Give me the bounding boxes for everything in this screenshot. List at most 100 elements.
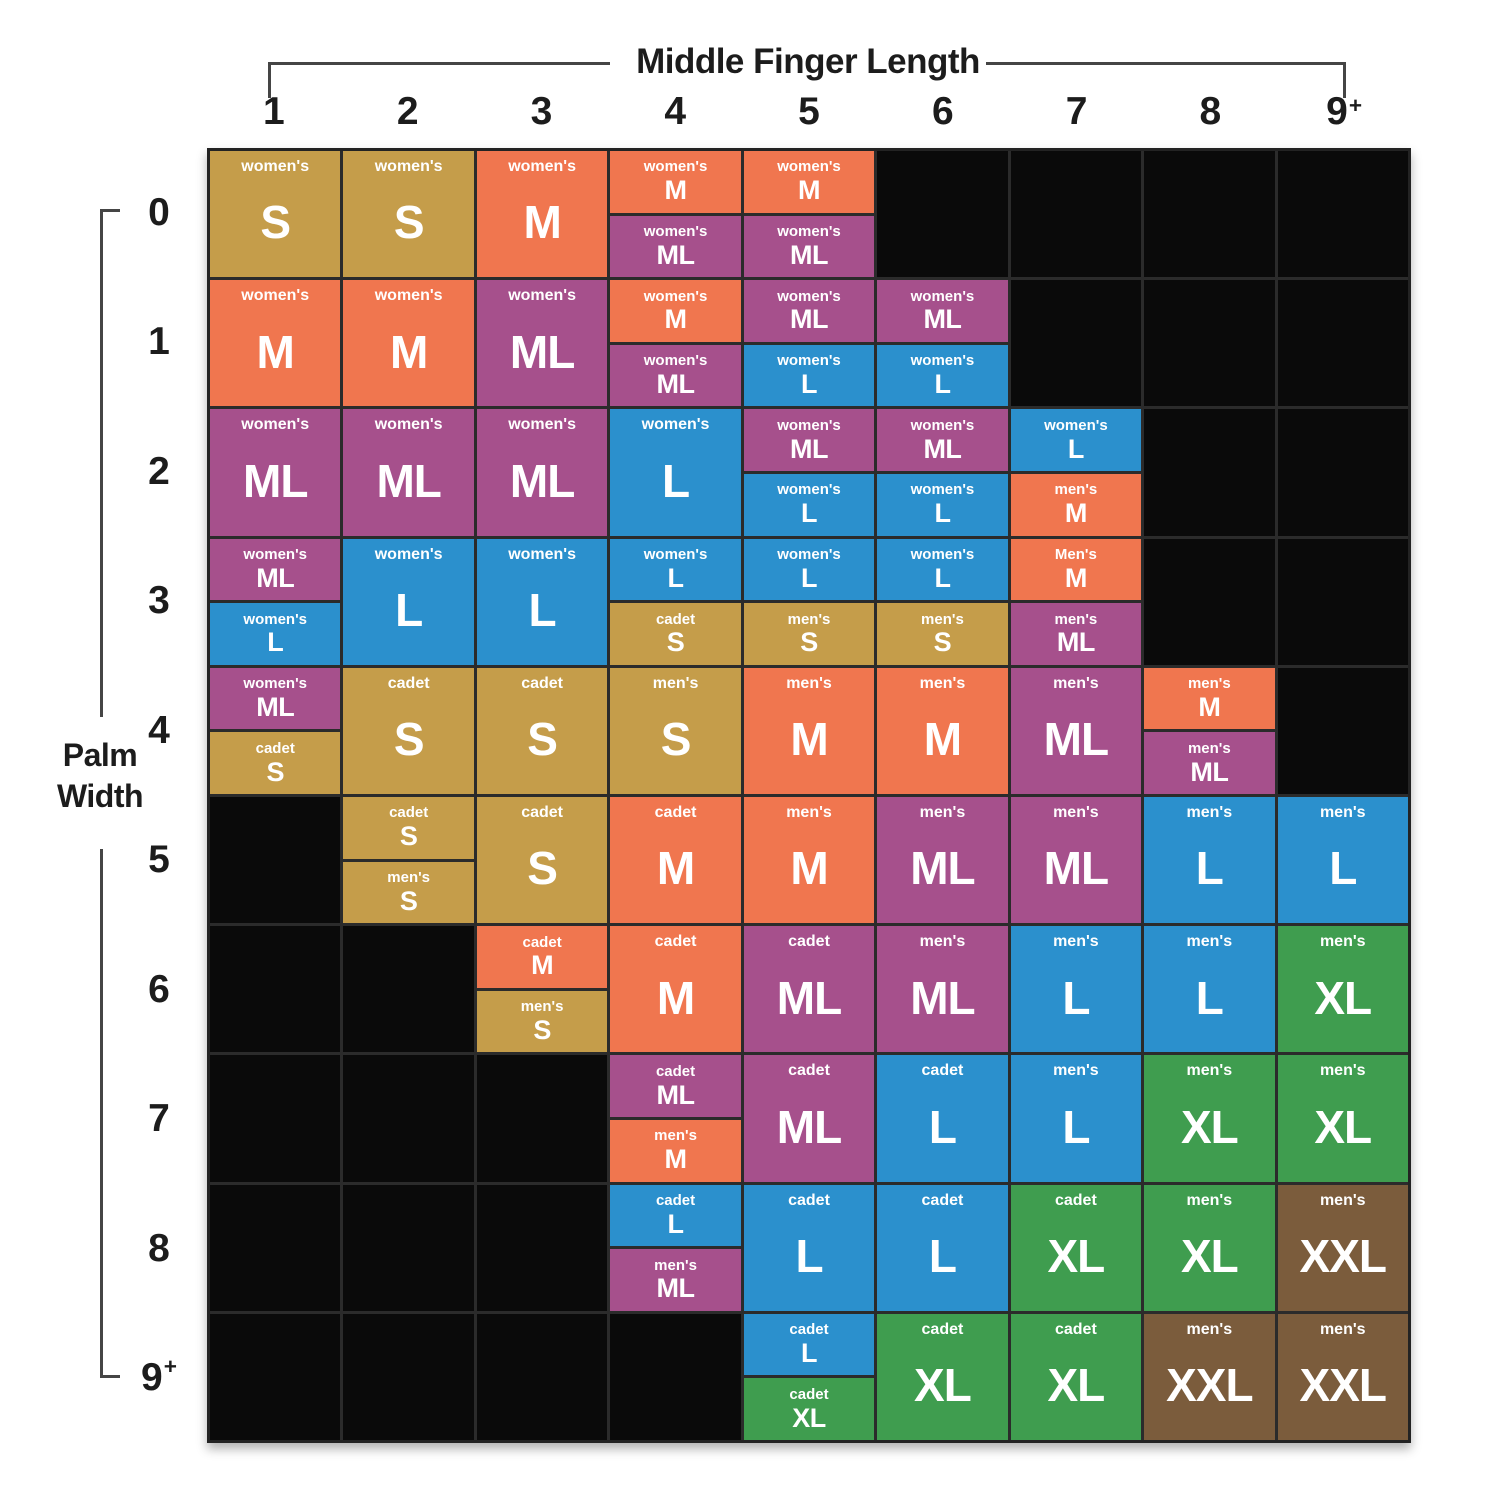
size-segment: cadet M bbox=[610, 926, 741, 1053]
segment-group-label: men's bbox=[1054, 481, 1098, 499]
segment-group-label: men's bbox=[1053, 933, 1099, 951]
cell-pw3-mf3: women's L bbox=[476, 538, 608, 665]
size-segment: cadet XL bbox=[877, 1313, 1008, 1440]
cell-pw7-mf4: cadet ML men's M bbox=[610, 1055, 741, 1182]
segment-size-label: M bbox=[531, 950, 554, 981]
cell-pw4-mf3: cadet S bbox=[476, 667, 608, 794]
cell-pw8-mf9plus: men's XXL bbox=[1277, 1184, 1408, 1311]
size-segment: women's L bbox=[743, 344, 875, 407]
size-segment: men's XL bbox=[1277, 926, 1408, 1053]
segment-size-label: ML bbox=[656, 239, 695, 270]
segment-group-label: men's bbox=[786, 803, 832, 821]
cell-pw2-mf1: women's ML bbox=[210, 409, 341, 536]
segment-size-label: L bbox=[800, 562, 818, 593]
segment-size-label: M bbox=[389, 325, 428, 378]
size-segment: men's ML bbox=[1144, 732, 1275, 794]
segment-size-label: XL bbox=[914, 1359, 972, 1412]
x-tick-5: 5 bbox=[798, 90, 820, 133]
cell-pw7-mf5: cadet ML bbox=[743, 1055, 875, 1182]
cell-pw5-mf5: men's M bbox=[743, 796, 875, 924]
y-tick-4: 4 bbox=[148, 708, 170, 752]
size-segment: women's ML bbox=[743, 215, 875, 278]
segment-size-label: ML bbox=[1043, 713, 1109, 766]
cell-pw0-mf3: women's M bbox=[476, 151, 608, 278]
x-tick-9plus: 9+ bbox=[1326, 90, 1363, 133]
segment-group-label: men's bbox=[652, 674, 699, 692]
segment-group-label: men's bbox=[520, 998, 564, 1016]
segment-group-label: women's bbox=[643, 223, 708, 241]
cell-pw8-mf6: cadet L bbox=[877, 1184, 1008, 1311]
y-tick-2: 2 bbox=[148, 449, 170, 493]
segment-size-label: L bbox=[800, 368, 818, 399]
segment-group-label: women's bbox=[910, 287, 975, 305]
size-segment: cadet M bbox=[610, 796, 741, 924]
segment-group-label: cadet bbox=[788, 1062, 830, 1080]
cell-pw4-mf6: men's M bbox=[877, 667, 1008, 794]
y-tick-5: 5 bbox=[148, 838, 170, 882]
cell-pw5-mf9plus: men's L bbox=[1277, 796, 1408, 924]
segment-group-label: women's bbox=[508, 545, 577, 563]
segment-group-label: men's bbox=[1186, 1062, 1233, 1080]
segment-group-label: men's bbox=[1187, 739, 1231, 757]
segment-size-label: L bbox=[1329, 842, 1357, 895]
segment-group-label: men's bbox=[786, 674, 832, 692]
segment-group-label: men's bbox=[1187, 675, 1231, 693]
segment-group-label: men's bbox=[1186, 933, 1233, 951]
segment-group-label: women's bbox=[643, 158, 708, 176]
size-segment: women's ML bbox=[610, 344, 741, 407]
segment-size-label: XXL bbox=[1299, 1229, 1387, 1282]
size-segment: men's L bbox=[1010, 1055, 1142, 1182]
x-tick-1: 1 bbox=[263, 90, 285, 133]
segment-size-label: S bbox=[533, 1014, 551, 1045]
x-tick-3: 3 bbox=[530, 90, 553, 133]
cell-pw2-mf8 bbox=[1144, 409, 1275, 536]
segment-group-label: women's bbox=[374, 287, 443, 305]
segment-size-label: ML bbox=[656, 1079, 695, 1110]
cell-pw4-mf7: men's ML bbox=[1010, 667, 1142, 794]
segment-size-label: M bbox=[664, 304, 688, 335]
segment-size-label: S bbox=[393, 713, 425, 766]
segment-size-label: S bbox=[527, 713, 558, 766]
size-segment: women's M bbox=[610, 151, 741, 213]
left-bracket-tick-bottom bbox=[100, 1375, 120, 1378]
segment-group-label: men's bbox=[1054, 610, 1098, 628]
size-segment: cadet S bbox=[343, 796, 474, 859]
cell-pw8-mf1 bbox=[210, 1184, 341, 1311]
segment-size-label: S bbox=[660, 713, 692, 766]
size-segment: men's L bbox=[1010, 926, 1142, 1053]
segment-group-label: women's bbox=[508, 287, 577, 305]
size-segment: men's M bbox=[1144, 667, 1275, 730]
segment-size-label: S bbox=[933, 627, 952, 658]
segment-size-label: ML bbox=[910, 842, 975, 895]
segment-size-label: XL bbox=[1180, 1100, 1239, 1153]
segment-group-label: cadet bbox=[1054, 1191, 1097, 1209]
segment-size-label: ML bbox=[923, 304, 962, 335]
cell-pw7-mf3 bbox=[476, 1055, 608, 1182]
size-segment: women's ML bbox=[877, 409, 1008, 471]
cell-pw0-mf9plus bbox=[1277, 151, 1408, 278]
segment-group-label: men's bbox=[1319, 1062, 1366, 1080]
size-segment: cadet S bbox=[610, 603, 741, 665]
size-segment: cadet S bbox=[343, 667, 474, 794]
cell-pw5-mf7: men's ML bbox=[1010, 796, 1142, 924]
segment-group-label: men's bbox=[1319, 1191, 1366, 1209]
cell-pw4-mf4: men's S bbox=[610, 667, 741, 794]
segment-group-label: men's bbox=[654, 1256, 697, 1274]
size-segment: women's ML bbox=[210, 538, 341, 601]
cell-pw2-mf4: women's L bbox=[610, 409, 741, 536]
cell-pw2-mf5: women's ML women's L bbox=[743, 409, 875, 536]
segment-size-label: ML bbox=[509, 454, 575, 507]
size-segment: cadet L bbox=[743, 1184, 875, 1311]
segment-group-label: cadet bbox=[387, 674, 430, 692]
segment-size-label: L bbox=[1067, 433, 1085, 464]
cell-pw9plus-mf9plus: men's XXL bbox=[1277, 1313, 1408, 1440]
segment-size-label: L bbox=[795, 1229, 823, 1282]
size-segment: men's XL bbox=[1144, 1184, 1275, 1311]
segment-size-label: L bbox=[1195, 971, 1224, 1024]
cell-pw6-mf1 bbox=[210, 926, 341, 1053]
size-segment: women's S bbox=[343, 151, 474, 278]
cell-pw5-mf4: cadet M bbox=[610, 796, 741, 924]
